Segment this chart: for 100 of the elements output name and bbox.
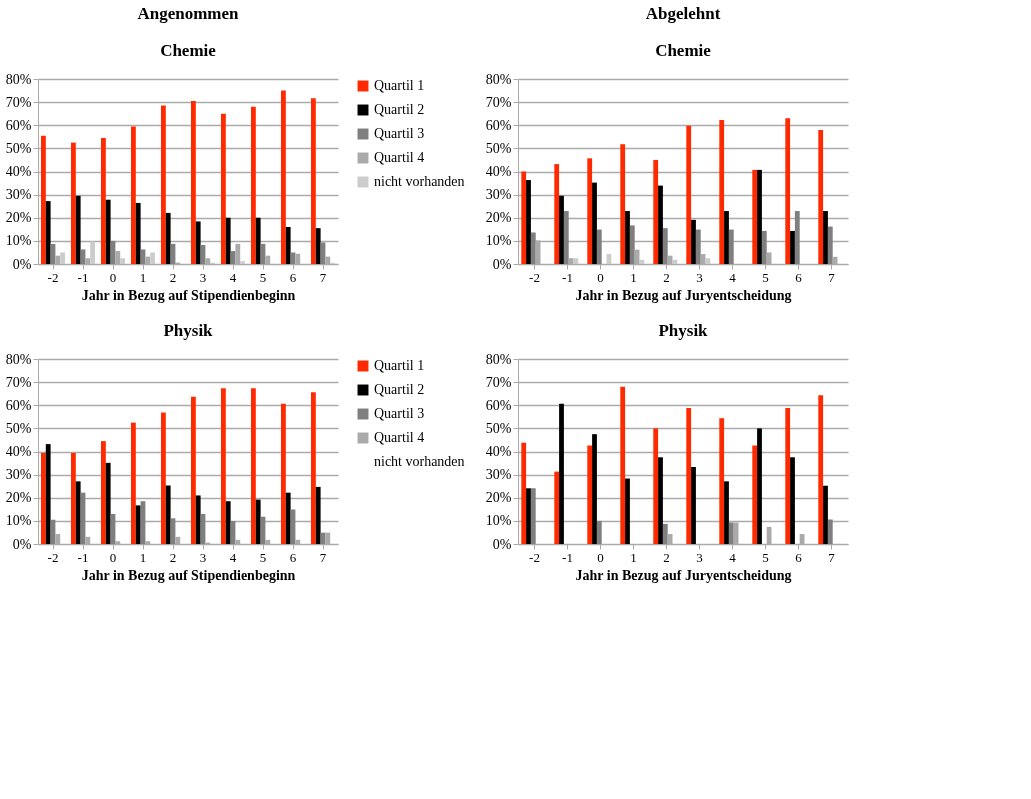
bar [325, 256, 331, 264]
bar [752, 445, 758, 544]
bar [526, 488, 531, 544]
bar [55, 534, 61, 544]
x-tick-label: 2 [663, 549, 670, 565]
bar [145, 256, 151, 264]
chart-subtitle: Chemie [655, 41, 712, 60]
bar [667, 534, 673, 544]
bar [724, 211, 729, 264]
x-tick-label: 7 [319, 549, 327, 565]
x-tick-label: 0 [597, 269, 604, 285]
bar [315, 228, 321, 264]
bar [766, 526, 772, 544]
legend-label: Quartil 3 [374, 406, 425, 421]
y-tick-label: 20% [5, 490, 32, 506]
x-tick-label: 1 [139, 269, 147, 285]
bar [799, 534, 805, 544]
x-tick-label: 6 [795, 269, 803, 285]
x-tick-label: -1 [562, 549, 573, 565]
bar [265, 255, 271, 264]
bar [719, 418, 725, 544]
y-tick-label: 70% [485, 94, 512, 110]
legend-label: Quartil 3 [374, 126, 425, 141]
y-tick-label: 50% [485, 140, 512, 156]
y-tick-label: 0% [12, 256, 32, 272]
bar [662, 228, 668, 264]
x-tick-label: 5 [762, 549, 769, 565]
y-tick-label: 80% [5, 351, 32, 367]
legend-label: Quartil 1 [374, 358, 425, 373]
x-tick-label: 5 [762, 269, 769, 285]
bar [625, 211, 630, 264]
bar [251, 388, 256, 544]
bar [724, 481, 729, 544]
bar [686, 408, 692, 544]
x-tick-label: 2 [169, 549, 177, 565]
x-tick-label: 6 [795, 549, 803, 565]
y-tick-label: 70% [5, 374, 32, 390]
bar [285, 492, 291, 544]
bar [658, 457, 663, 544]
bar [240, 261, 245, 264]
x-axis-title: Jahr in Bezug auf Juryentscheidung [575, 287, 792, 303]
bar [790, 230, 795, 264]
x-tick-label: 6 [289, 269, 297, 285]
bar [235, 539, 241, 544]
x-tick-label: 5 [259, 269, 267, 285]
x-tick-label: 1 [630, 269, 637, 285]
bar [225, 501, 231, 544]
bar [526, 180, 531, 264]
bar [653, 159, 659, 264]
bar [596, 229, 602, 264]
bar [105, 462, 111, 544]
y-tick-label: 10% [485, 513, 512, 529]
bar [719, 119, 725, 264]
x-tick-label: 7 [319, 269, 327, 285]
bar [695, 229, 701, 264]
y-tick-label: 10% [5, 513, 32, 529]
x-tick-label: 1 [630, 549, 637, 565]
chart-title: Abgelehnt [645, 4, 721, 23]
x-tick-label: 4 [729, 269, 737, 285]
x-tick-label: 6 [289, 549, 297, 565]
x-tick-label: 3 [199, 549, 207, 565]
x-axis-title: Jahr in Bezug auf Juryentscheidung [575, 567, 792, 583]
bar [827, 226, 833, 264]
x-axis-title: Jahr in Bezug auf Stipendienbeginn [81, 287, 296, 303]
x-axis-title: Jahr in Bezug auf Stipendienbeginn [81, 567, 296, 583]
y-tick-label: 20% [485, 210, 512, 226]
bar [75, 481, 81, 544]
bar [101, 137, 106, 264]
x-tick-label: 0 [597, 549, 604, 565]
y-tick-label: 70% [5, 94, 32, 110]
y-tick-label: 0% [12, 536, 32, 552]
bar [90, 241, 95, 264]
bar [41, 135, 46, 264]
bar [568, 258, 574, 264]
x-tick-label: -1 [77, 549, 89, 565]
bar [592, 182, 597, 264]
x-tick-label: 3 [696, 549, 703, 565]
bar [45, 444, 51, 544]
y-tick-label: 50% [485, 420, 512, 436]
bar [728, 522, 734, 544]
bar [165, 212, 171, 264]
x-tick-label: 5 [259, 549, 267, 565]
x-tick-label: 4 [229, 549, 237, 565]
y-tick-label: 40% [485, 164, 512, 179]
bar [101, 441, 106, 544]
bar [823, 485, 828, 544]
bar [818, 129, 824, 264]
bar [85, 536, 91, 544]
bar [235, 243, 241, 264]
x-tick-label: 2 [169, 269, 177, 285]
bar [41, 452, 46, 544]
x-tick-label: -1 [562, 269, 573, 285]
bar [255, 499, 261, 544]
bar [823, 211, 828, 264]
y-tick-label: 80% [485, 71, 512, 87]
bar [195, 221, 201, 264]
bar [757, 428, 762, 544]
bar [625, 478, 630, 544]
legend-label: Quartil 4 [374, 430, 425, 445]
bar [700, 254, 706, 264]
